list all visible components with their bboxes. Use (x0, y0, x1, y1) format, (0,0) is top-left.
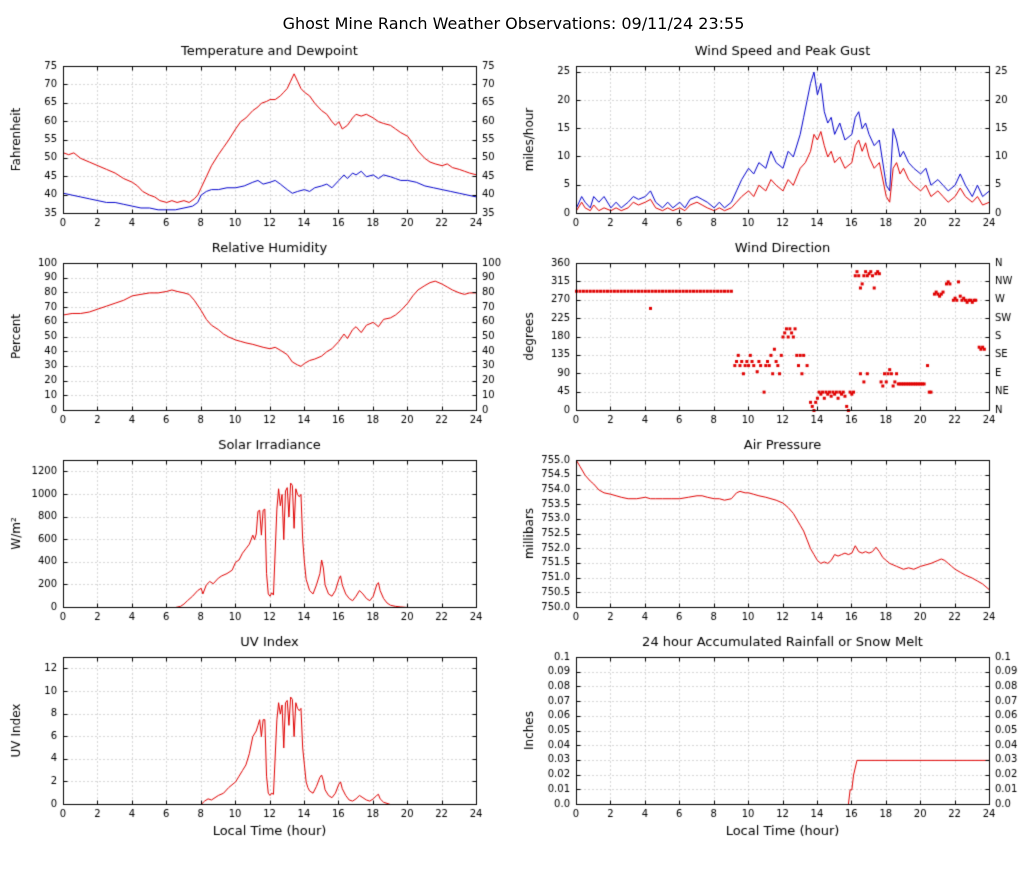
chart-wind-speed-peak-gust (514, 39, 1027, 236)
chart-temperature-dewpoint (1, 39, 514, 236)
chart-uv-index-canvas (4, 630, 510, 846)
chart-solar-irradiance (1, 433, 514, 630)
chart-relative-humidity-canvas (4, 236, 510, 433)
page-title: Ghost Mine Ranch Weather Observations: 0… (282, 14, 745, 33)
chart-rainfall-canvas (517, 630, 1023, 846)
chart-rainfall (514, 630, 1027, 846)
chart-temperature-dewpoint-canvas (4, 39, 510, 236)
charts-grid (0, 39, 1027, 846)
chart-air-pressure-canvas (517, 433, 1023, 630)
chart-solar-irradiance-canvas (4, 433, 510, 630)
chart-relative-humidity (1, 236, 514, 433)
chart-wind-direction-canvas (517, 236, 1023, 433)
chart-uv-index (1, 630, 514, 846)
weather-dashboard: Ghost Mine Ranch Weather Observations: 0… (0, 14, 1027, 846)
chart-wind-speed-peak-gust-canvas (517, 39, 1023, 236)
chart-air-pressure (514, 433, 1027, 630)
chart-wind-direction (514, 236, 1027, 433)
